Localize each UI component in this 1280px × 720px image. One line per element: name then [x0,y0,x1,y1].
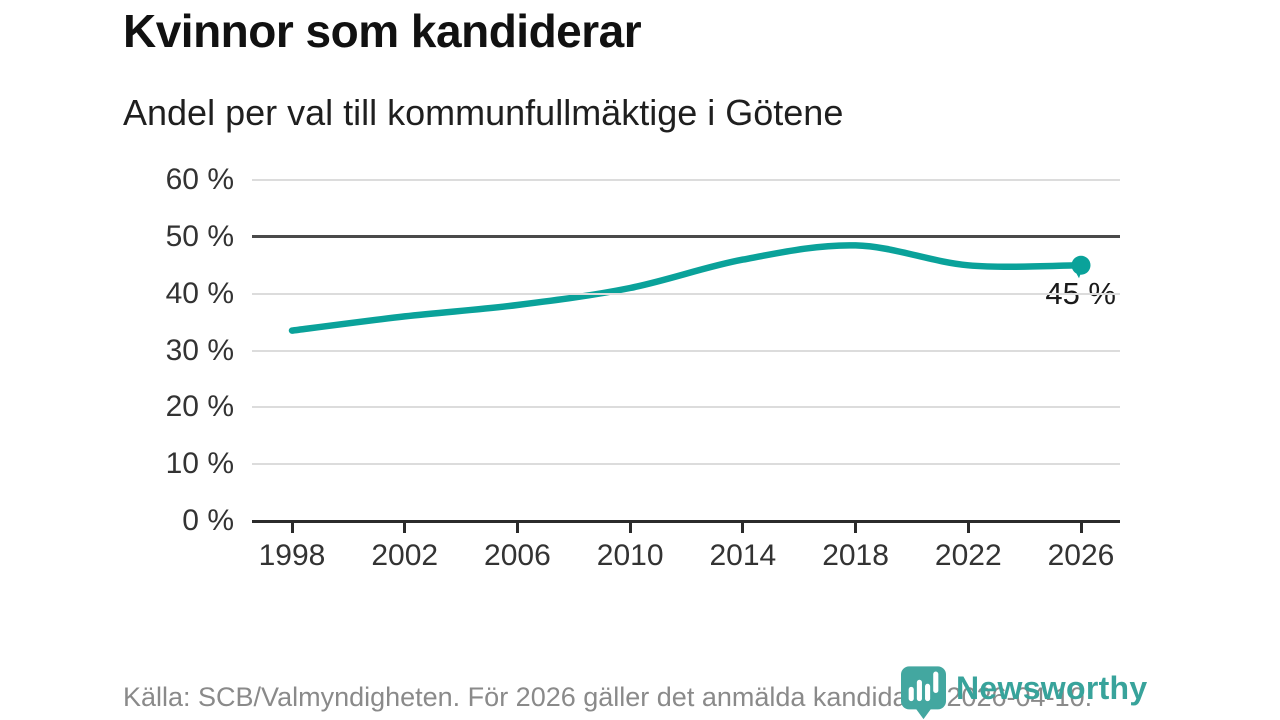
x-axis-label: 2014 [709,539,777,572]
x-axis-tick [741,521,745,533]
x-axis-tick [966,521,970,533]
y-axis-label: 60 % [165,163,234,196]
x-axis-tick [854,521,858,533]
newsworthy-chart-bubble-icon [901,666,946,720]
x-axis-label: 1998 [258,539,326,572]
x-axis-label: 2006 [484,539,551,572]
gridline [252,349,1120,352]
gridline [252,235,1120,239]
x-axis-tick [403,521,407,533]
newsworthy-logo-text: Newsworthy [956,670,1148,706]
gridline [252,406,1120,409]
gridline [252,179,1120,181]
chart-subtitle: Andel per val till kommunfullmäktige i G… [123,92,844,133]
gridline [252,463,1120,466]
y-axis-label: 40 % [165,276,234,310]
x-axis-label: 2010 [596,539,664,572]
x-axis-tick [628,521,632,533]
y-axis-label: 20 % [165,390,234,424]
x-axis-tick [1079,521,1083,533]
x-axis-label: 2018 [822,539,889,572]
x-axis-label: 2022 [934,539,1002,572]
end-point-marker [1071,255,1091,275]
newsworthy-logo: Newsworthy [901,666,1147,720]
gridline [252,292,1120,295]
x-axis-tick [290,521,294,533]
x-axis-label: 2026 [1047,539,1115,572]
trend-line [288,242,1085,334]
chart-title: Kvinnor som kandiderar [123,5,642,57]
y-axis-label: 0 % [182,504,234,537]
y-axis-label: 50 % [165,219,234,253]
y-axis-label: 10 % [165,447,234,481]
x-axis-tick [515,521,519,533]
y-axis-label: 30 % [165,333,234,367]
x-axis-label: 2002 [371,539,439,572]
x-axis-line [252,519,1120,523]
